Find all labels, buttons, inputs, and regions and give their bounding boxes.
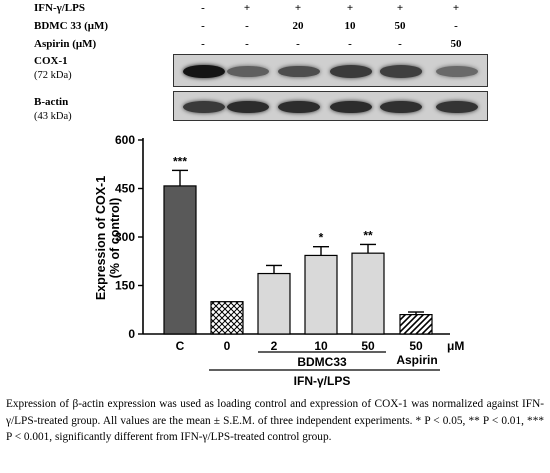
x-tick-label: 50 (361, 339, 375, 353)
chart-bars (163, 169, 433, 335)
y-tick-label: 600 (115, 133, 135, 147)
blot-kda-actin: (43 kDa) (34, 111, 72, 122)
blot-band (227, 100, 269, 114)
y-tick-label: 0 (128, 327, 135, 341)
cox1-blot-image (173, 54, 488, 87)
x-tick-label: 10 (314, 339, 328, 353)
blot-name-cox1: COX-1 (34, 55, 68, 67)
blot-band (227, 65, 269, 78)
treatment-label-bdmc: BDMC 33 (μM) (34, 20, 109, 32)
treatment-cell: - (245, 38, 249, 50)
bar (399, 314, 433, 335)
significance-marker: *** (173, 154, 187, 168)
blot-band (436, 66, 478, 77)
y-axis-label-unit: (% of control) (108, 198, 122, 279)
bar (210, 301, 244, 335)
blot-name-actin: Β-actin (34, 96, 69, 108)
treatment-cell: - (201, 20, 205, 32)
bar (163, 185, 197, 335)
aspirin-group-label: Aspirin (396, 353, 437, 367)
x-tick-label: 50 (409, 339, 423, 353)
significance-marker: * (319, 231, 324, 245)
ifn-group-label: IFN-γ/LPS (294, 374, 351, 388)
treatment-cell: - (454, 20, 458, 32)
bar (351, 252, 385, 335)
treatment-cell: 20 (292, 20, 304, 32)
treatment-cell: - (348, 38, 352, 50)
treatment-cell: 50 (450, 38, 462, 50)
blot-band (380, 100, 422, 114)
actin-blot-image (173, 91, 488, 121)
blot-kda-cox1: (72 kDa) (34, 70, 72, 81)
western-blot-panel: IFN-γ/LPS BDMC 33 (μM) Aspirin (μM) - + … (0, 0, 550, 130)
treatment-label-ifn: IFN-γ/LPS (34, 2, 85, 14)
significance-marker: ** (363, 228, 373, 242)
y-tick-label: 150 (115, 279, 135, 293)
treatment-cell: + (346, 2, 354, 14)
treatment-cell: + (396, 2, 404, 14)
bar (257, 272, 291, 335)
y-tick-label: 450 (115, 182, 135, 196)
treatment-cell: - (296, 38, 300, 50)
treatment-cell: 50 (394, 20, 406, 32)
x-tick-label: C (176, 339, 185, 353)
bdmc-group-label: BDMC33 (297, 355, 347, 369)
y-tick-label: 300 (115, 230, 135, 244)
unit-label: μM (447, 339, 464, 353)
blot-band (183, 64, 225, 79)
treatment-cell: - (398, 38, 402, 50)
x-tick-label: 2 (271, 339, 278, 353)
treatment-cell: + (452, 2, 460, 14)
blot-band (330, 100, 372, 114)
treatment-cell: - (201, 2, 205, 14)
blot-band (278, 65, 320, 78)
treatment-cell: 10 (344, 20, 356, 32)
treatment-cell: - (201, 38, 205, 50)
treatment-cell: + (243, 2, 251, 14)
x-tick-label: 0 (224, 339, 231, 353)
blot-band (380, 65, 422, 78)
treatment-label-aspirin: Aspirin (μM) (34, 38, 97, 50)
y-axis-label: Expression of COX-1 (94, 176, 108, 300)
blot-band (183, 100, 225, 114)
treatment-cell: - (245, 20, 249, 32)
blot-band (436, 100, 478, 114)
figure-caption: Expression of β-actin expression was use… (6, 398, 544, 443)
blot-band (330, 65, 372, 78)
treatment-cell: + (294, 2, 302, 14)
cox1-bar-chart: 0 150 300 450 600 *** C 0 2 * 10 ** 50 50 μM BDMC33 Asp… (94, 133, 464, 388)
chart-labels: *** C 0 2 * 10 ** 50 50 μM BDMC33 Aspirin IFN-γ/LPS (173, 154, 464, 388)
blot-band (278, 100, 320, 114)
bar (304, 254, 338, 335)
